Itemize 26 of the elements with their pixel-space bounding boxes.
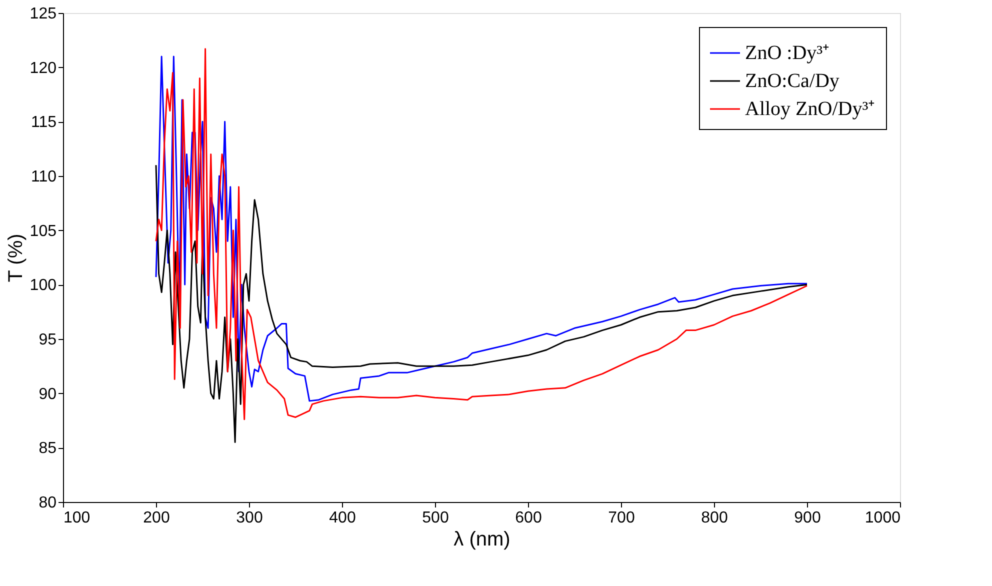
x-tick-label: 600 [515,510,542,526]
y-tick-label: 80 [38,494,57,512]
y-tick-label: 120 [30,60,57,77]
x-tick-label: 1000 [864,510,901,526]
x-tick-label: 700 [608,510,635,526]
legend-label: ZnO:Ca/Dy [745,70,840,92]
legend-label: ZnO :Dy³⁺ [745,42,830,64]
x-axis-title: λ (nm) [454,528,510,550]
y-tick-label: 110 [30,168,57,186]
y-tick-label: 115 [30,114,57,132]
x-tick-label: 200 [143,510,170,526]
y-tick-label: 85 [38,440,57,458]
x-tick-label: 500 [422,510,449,526]
y-tick-label: 100 [30,277,57,294]
y-tick-label: 95 [38,332,57,348]
y-axis-title: T (%) [4,234,27,282]
x-tick-label: 300 [236,510,263,526]
y-tick-label: 125 [30,6,57,22]
legend-label: Alloy ZnO/Dy³⁺ [745,98,876,120]
y-tick-label: 105 [30,222,57,240]
y-tick-label: 90 [38,386,57,403]
line-series [155,164,808,443]
x-tick-label: 100 [64,510,90,526]
x-tick-label: 900 [794,510,821,526]
x-tick-label: 800 [701,510,728,526]
x-tick-label: 400 [329,510,356,526]
